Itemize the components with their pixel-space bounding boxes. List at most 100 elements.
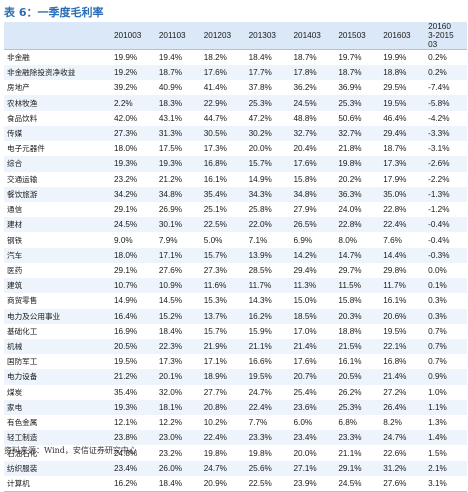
- table-header-row: 201003 201103 201203 201303 201403 20150…: [4, 22, 467, 50]
- table-cell: 21.2%: [114, 372, 138, 382]
- table-row: 非金融 19.9% 19.4% 18.2% 18.4% 18.7% 19.7% 19.9% 0.…: [4, 50, 467, 66]
- table-cell: 26.4%: [383, 402, 407, 412]
- row-label: 综合: [7, 159, 23, 169]
- table-row: 有色金属 12.1% 12.2% 10.2% 7.7% 6.0% 6.8% 8.2% 1.3%: [4, 415, 467, 430]
- table-cell: 20.7%: [293, 372, 317, 382]
- table-cell: -2.2%: [428, 174, 450, 184]
- row-label: 钢铁: [7, 235, 23, 245]
- table-cell: 22.3%: [158, 342, 183, 352]
- table-cell: 31.2%: [383, 463, 407, 473]
- table-cell: 20.9%: [197, 475, 243, 492]
- table-row: 煤炭 35.4% 32.0% 27.7% 24.7% 25.4% 26.2% 27.2% 1.0…: [4, 385, 467, 400]
- table-cell: 18.3%: [158, 98, 183, 108]
- row-label: 建材: [7, 220, 23, 230]
- table-cell: 1.4%: [428, 433, 447, 443]
- table-cell: 21.2%: [158, 174, 183, 184]
- table-cell: 20.2%: [338, 174, 362, 184]
- table-cell: 19.4%: [158, 53, 183, 62]
- row-label: 计算机: [4, 475, 108, 492]
- table-cell: 15.2%: [158, 311, 183, 321]
- table-cell: 17.1%: [158, 250, 183, 260]
- row-label: 电子元器件: [7, 144, 45, 154]
- table-cell: 29.1%: [338, 463, 362, 473]
- table-cell: 15.8%: [338, 296, 362, 306]
- table-cell: 18.1%: [158, 402, 183, 412]
- table-cell: 19.5%: [383, 98, 407, 108]
- table-cell: 25.3%: [248, 98, 272, 108]
- row-label: 传媒: [7, 128, 23, 138]
- table-cell: 0.7%: [428, 342, 447, 352]
- table-cell: 40.9%: [158, 83, 183, 93]
- table-cell: 25.1%: [203, 205, 227, 215]
- table-cell: 19.7%: [338, 53, 362, 62]
- table-cell: 6.8%: [338, 418, 358, 428]
- table-cell: 16.1%: [383, 296, 407, 306]
- table-cell: 0.3%: [428, 311, 447, 321]
- row-label: 汽车: [7, 250, 23, 260]
- table-row: 商贸零售 14.9% 14.5% 15.3% 14.3% 15.0% 15.8% 16.1% 0…: [4, 293, 467, 308]
- table-cell: 27.2%: [383, 387, 407, 397]
- table-cell: 24.5%: [114, 220, 138, 230]
- source-note: 资料来源：Wind，安信证券研究中心: [4, 446, 137, 455]
- table-row: 建筑 10.7% 10.9% 11.6% 11.7% 11.3% 11.5% 11.7% 0.1…: [4, 278, 467, 294]
- table-cell: 32.0%: [158, 387, 183, 397]
- row-label: 家电: [7, 402, 23, 412]
- table-cell: 17.3%: [203, 144, 227, 154]
- table-cell: 50.6%: [338, 113, 362, 123]
- table-cell: 7.6%: [383, 235, 402, 245]
- table-cell: 15.7%: [248, 159, 272, 169]
- table-cell: 5.0%: [203, 235, 223, 245]
- table-cell: 23.2%: [114, 174, 138, 184]
- table-cell: 20.3%: [338, 311, 362, 321]
- table-cell: 29.4%: [383, 128, 407, 138]
- table-cell: 18.0%: [114, 250, 138, 260]
- table-cell: 0.3%: [428, 296, 447, 306]
- table-cell: 22.0%: [248, 220, 272, 230]
- table-cell: 19.9%: [383, 53, 407, 62]
- table-cell: 23.4%: [293, 433, 317, 443]
- row-label: 电力设备: [7, 372, 38, 382]
- table-cell: 41.4%: [203, 83, 227, 93]
- table-cell: 0.2%: [428, 68, 447, 78]
- table-cell: -7.4%: [428, 83, 450, 93]
- table-cell: 11.7%: [248, 281, 272, 291]
- table-cell: 23.3%: [248, 433, 272, 443]
- table-cell: 37.8%: [248, 83, 272, 93]
- table-cell: 14.9%: [248, 174, 272, 184]
- table-cell: 2.2%: [114, 98, 133, 108]
- table-cell: 27.3%: [203, 265, 227, 275]
- table-cell: 30.1%: [158, 220, 183, 230]
- table-row: 房地产 39.2% 40.9% 41.4% 37.8% 36.2% 36.9% 29.5% -7…: [4, 80, 467, 95]
- table-cell: 0.2%: [428, 53, 447, 62]
- table-row: 通信 29.1% 26.9% 25.1% 25.8% 27.9% 24.0% 22.8% -1.…: [4, 202, 467, 217]
- table-cell: 29.8%: [383, 265, 407, 275]
- table-cell: 23.0%: [158, 433, 183, 443]
- table-cell: 18.7%: [338, 68, 362, 78]
- table-cell: 17.1%: [203, 357, 227, 367]
- table-cell: -1.2%: [428, 205, 450, 215]
- table-cell: 22.9%: [203, 98, 227, 108]
- table-cell: 22.6%: [383, 448, 407, 458]
- table-cell: -4.2%: [428, 113, 450, 123]
- table-cell: 22.5%: [203, 220, 227, 230]
- table-cell: -2.6%: [428, 159, 450, 169]
- table-cell: 19.3%: [114, 159, 138, 169]
- table-cell: 22.5%: [242, 475, 288, 492]
- table-cell: 19.9%: [114, 53, 138, 62]
- table-cell: 34.8%: [293, 189, 317, 199]
- table-cell: 14.4%: [383, 250, 407, 260]
- table-cell: 17.3%: [383, 159, 407, 169]
- table-cell: 21.1%: [338, 448, 362, 458]
- table-cell: 18.7%: [158, 68, 183, 78]
- table-cell: 24.8%: [114, 448, 138, 458]
- table-cell: 15.3%: [203, 296, 227, 306]
- table-cell: 14.2%: [293, 250, 317, 260]
- table-cell: 23.6%: [293, 402, 317, 412]
- table-cell: 0.9%: [428, 372, 447, 382]
- table-cell: 18.5%: [293, 311, 317, 321]
- table-cell: 21.9%: [203, 342, 227, 352]
- table-cell: 24.7%: [383, 433, 407, 443]
- table-cell: 21.5%: [338, 342, 362, 352]
- table-cell: 18.7%: [383, 144, 407, 154]
- row-label: 通信: [7, 205, 23, 215]
